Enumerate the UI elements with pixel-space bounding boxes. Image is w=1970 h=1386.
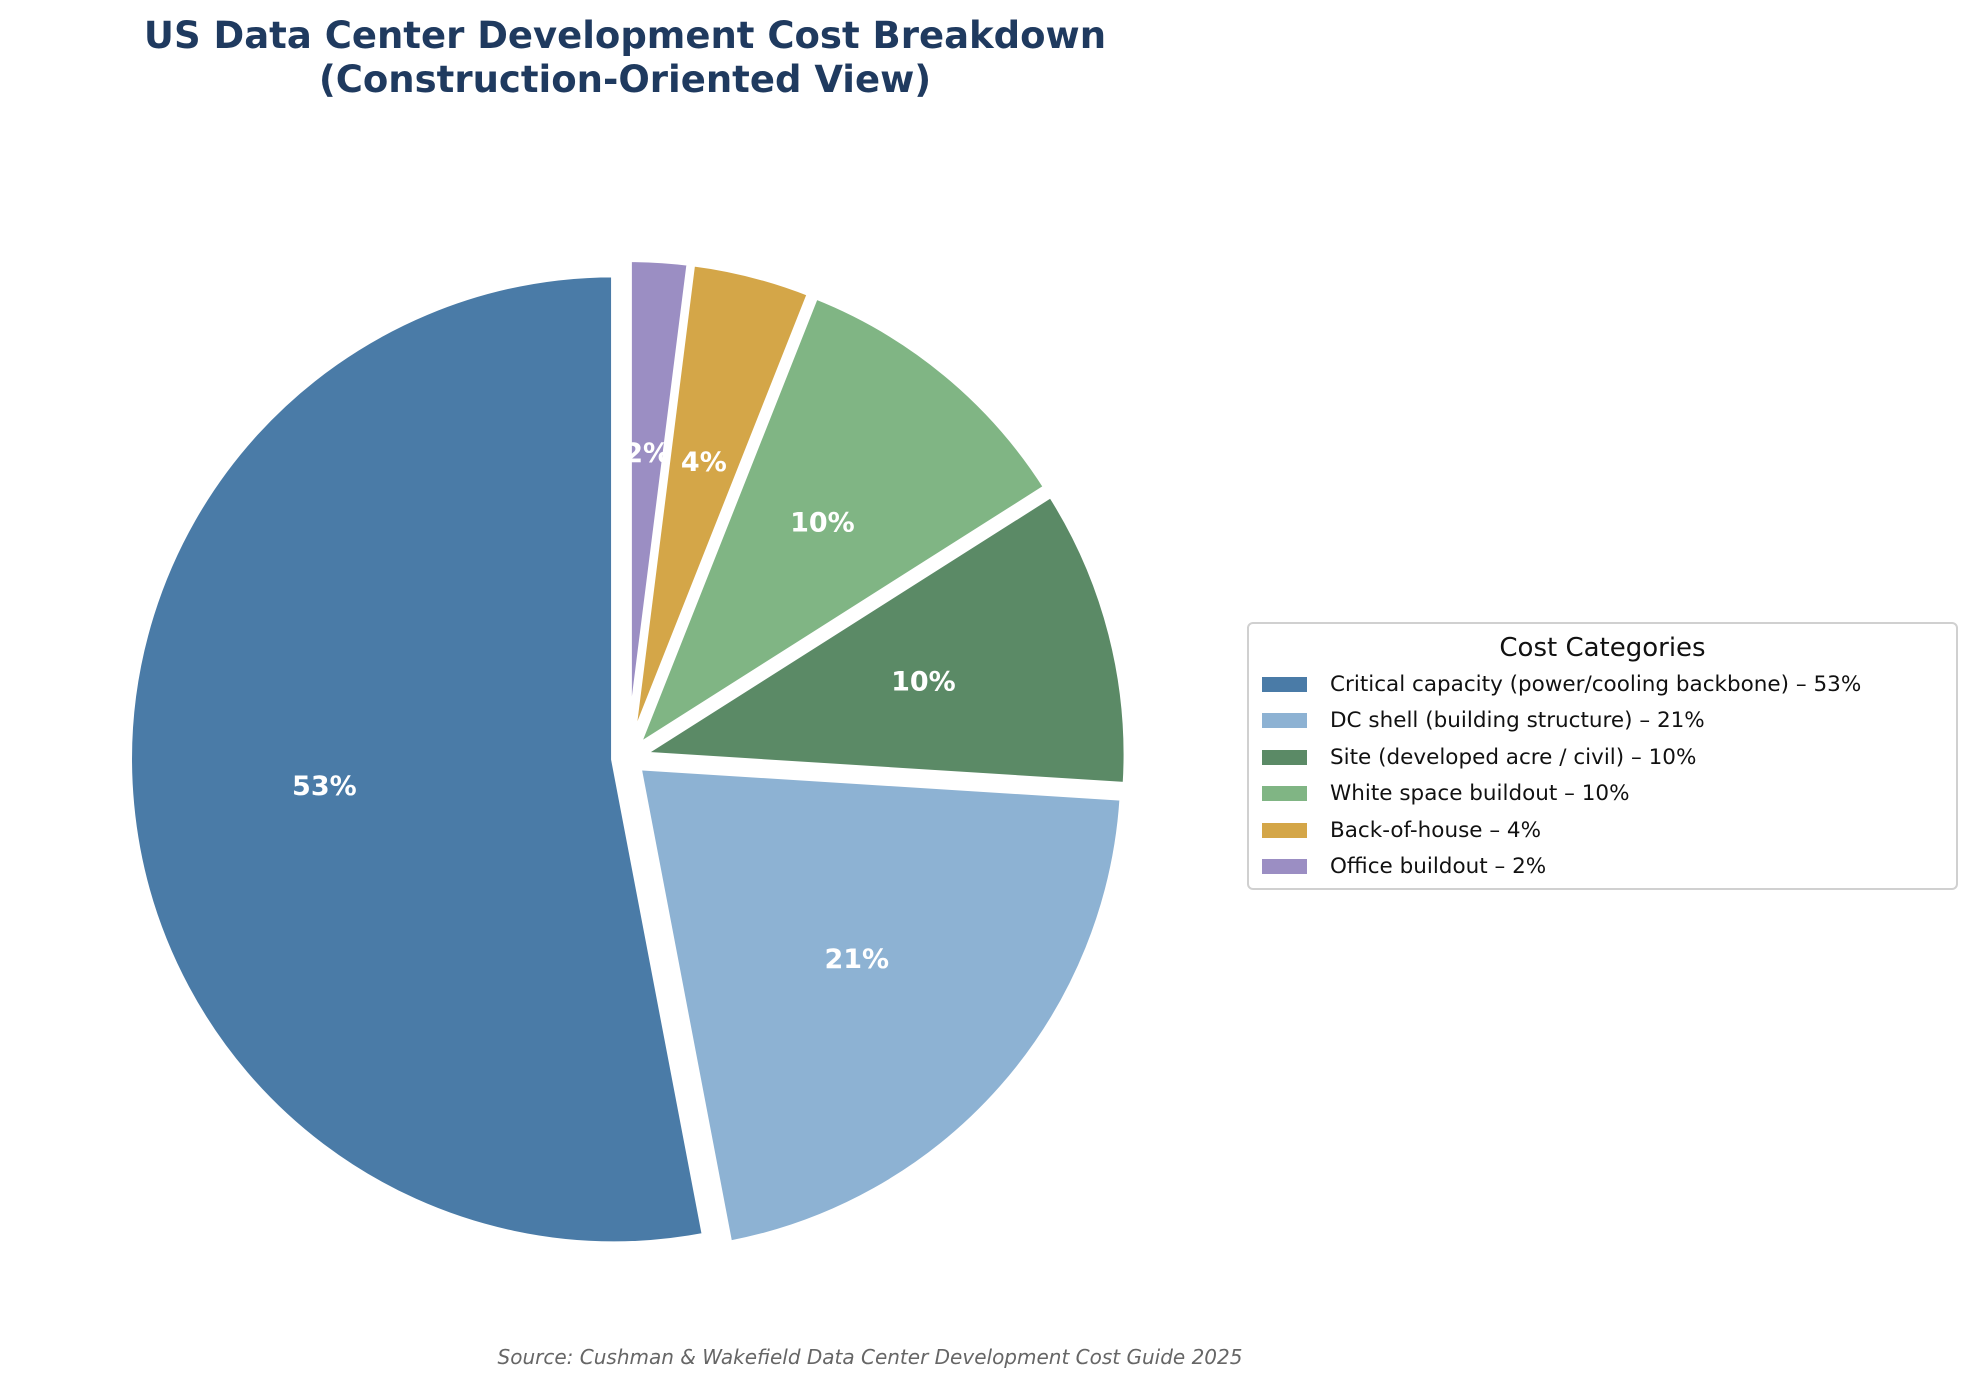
- slice-data-label: 21%: [824, 944, 889, 975]
- source-note: Source: Cushman & Wakefield Data Center …: [497, 1345, 1243, 1369]
- legend-item: DC shell (building structure) – 21%: [1249, 703, 1956, 740]
- chart-title-line-1: US Data Center Development Cost Breakdow…: [143, 14, 1107, 57]
- pie-slice: [126, 271, 708, 1248]
- legend-label: Critical capacity (power/cooling backbon…: [1330, 671, 1862, 697]
- slice-data-label: 53%: [292, 771, 357, 802]
- legend-swatch: [1262, 786, 1307, 802]
- pie-slice: [633, 293, 1050, 751]
- legend-item: White space buildout – 10%: [1249, 776, 1956, 813]
- legend-swatch: [1262, 676, 1307, 692]
- legend-label: Site (developed acre / civil) – 10%: [1330, 744, 1697, 770]
- chart-title: US Data Center Development Cost Breakdow…: [20, 14, 1230, 102]
- pie-slice: [638, 491, 1130, 788]
- legend-label: White space buildout – 10%: [1330, 781, 1630, 807]
- legend-swatch: [1262, 713, 1307, 729]
- slice-data-label: 10%: [891, 667, 956, 698]
- legend-item: Back-of-house – 4%: [1249, 812, 1956, 849]
- legend: Cost Categories Critical capacity (power…: [1247, 622, 1958, 890]
- pie-slice: [625, 256, 693, 748]
- legend-item: Site (developed acre / civil) – 10%: [1249, 739, 1956, 776]
- slice-data-label: 10%: [790, 507, 855, 538]
- legend-swatch: [1262, 822, 1307, 838]
- chart-title-line-2: (Construction-Oriented View): [318, 58, 932, 101]
- pie-chart: 53% 21% 10% 10% 4% 2%: [126, 256, 1130, 1248]
- legend-item: Critical capacity (power/cooling backbon…: [1249, 666, 1956, 703]
- legend-label: Office buildout – 2%: [1330, 854, 1547, 880]
- legend-label: Back-of-house – 4%: [1330, 817, 1542, 843]
- legend-label: DC shell (building structure) – 21%: [1330, 708, 1705, 734]
- legend-title: Cost Categories: [1499, 633, 1706, 663]
- legend-swatch: [1262, 749, 1307, 765]
- legend-item: Office buildout – 2%: [1249, 849, 1956, 886]
- legend-swatch: [1262, 859, 1307, 875]
- pie-slice: [635, 764, 1126, 1247]
- slice-data-label: 4%: [681, 447, 727, 478]
- slice-data-label: 2%: [624, 438, 670, 469]
